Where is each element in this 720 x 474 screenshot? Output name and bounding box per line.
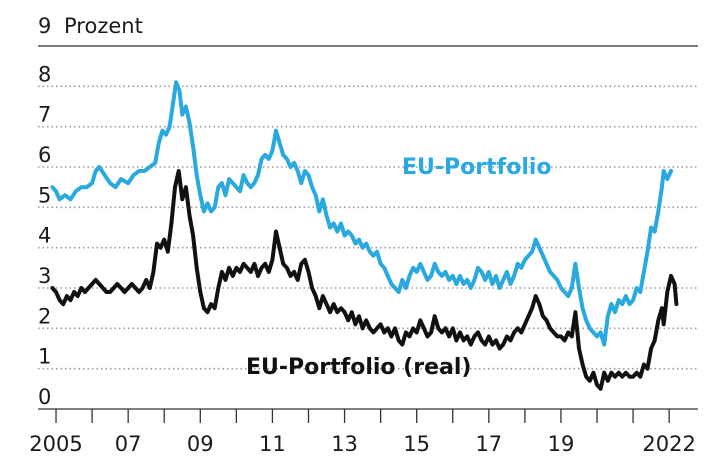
series-layer (50, 80, 679, 391)
label-layer: 9 Prozent EU-Portfolio EU-Portfolio (rea… (29, 14, 696, 456)
series-line-eu-portfolio-real (50, 169, 679, 391)
series-label-eu-portfolio: EU-Portfolio (402, 155, 552, 180)
y-tick-label-2: 2 (38, 304, 51, 328)
y-tick-label-8: 8 (38, 62, 51, 86)
y-tick-label-5: 5 (38, 183, 51, 207)
x-tick-label-19: 19 (548, 432, 575, 456)
x-tick-label-2005: 2005 (29, 432, 82, 456)
x-tick-label-09: 09 (187, 432, 214, 456)
y-axis-unit-label: Prozent (64, 14, 143, 38)
x-tick-label-13: 13 (331, 432, 358, 456)
y-tick-label-6: 6 (38, 143, 51, 167)
x-tick-label-11: 11 (259, 432, 286, 456)
y-tick-label-3: 3 (38, 264, 51, 288)
x-tick-label-17: 17 (475, 432, 502, 456)
y-tick-label-4: 4 (38, 224, 51, 248)
y-tick-label-9: 9 (38, 14, 51, 38)
y-tick-label-7: 7 (38, 103, 51, 127)
x-tick-label-2022: 2022 (642, 432, 695, 456)
axis-layer (38, 408, 698, 423)
series-label-eu-portfolio-real: EU-Portfolio (real) (246, 355, 471, 380)
series-line-eu-portfolio (50, 80, 673, 347)
y-tick-label-0: 0 (38, 385, 51, 409)
x-tick-label-07: 07 (115, 432, 142, 456)
x-tick-label-15: 15 (403, 432, 430, 456)
y-tick-label-1: 1 (38, 345, 51, 369)
